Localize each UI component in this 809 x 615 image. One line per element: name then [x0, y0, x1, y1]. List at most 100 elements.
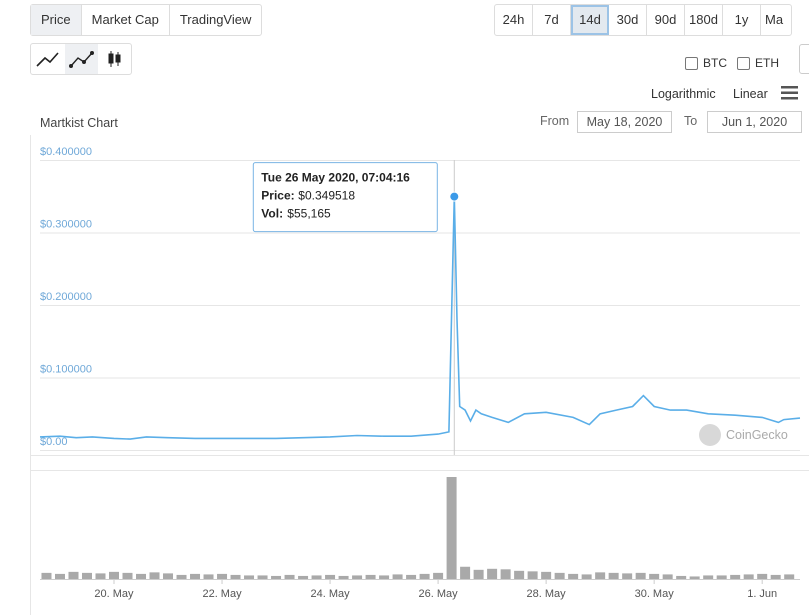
volume-bar — [68, 571, 79, 579]
volume-bar — [446, 477, 457, 579]
range-button[interactable]: 30d — [609, 5, 647, 35]
volume-bar — [568, 573, 579, 579]
icon-dot — [69, 64, 73, 68]
volume-bar — [257, 575, 268, 579]
x-tick-label: 24. May — [310, 588, 350, 600]
tooltip-box — [252, 162, 438, 233]
scale-option[interactable]: Logarithmic — [651, 87, 716, 101]
tooltip-value: $55,165 — [287, 207, 331, 221]
icon-dot — [90, 51, 94, 55]
scale-option[interactable]: Linear — [733, 87, 768, 101]
volume-bar — [352, 575, 363, 579]
checkbox-label: BTC — [703, 56, 727, 70]
x-tick-label: 20. May — [94, 588, 134, 600]
watermark: CoinGecko — [726, 428, 788, 442]
volume-bar — [109, 571, 120, 579]
icon-dot — [82, 60, 86, 64]
x-tick-label: 1. Jun — [747, 588, 777, 600]
line-marker-icon[interactable] — [70, 52, 93, 67]
x-tick-label: 28. May — [527, 588, 567, 600]
range-button[interactable]: 1y — [723, 5, 761, 35]
line-icon[interactable] — [36, 52, 59, 67]
volume-bar — [703, 575, 714, 579]
volume-bar — [217, 573, 228, 579]
tooltip-label: Vol: — [261, 207, 283, 221]
volume-bar — [541, 571, 552, 579]
range-button[interactable]: Ma — [765, 12, 784, 27]
volume-bar — [338, 575, 349, 579]
volume-bar — [203, 574, 214, 579]
volume-bar — [662, 574, 673, 579]
tooltip: Tue 26 May 2020, 07:04:16 Price: $0.349518… — [252, 162, 438, 233]
volume-bar — [41, 572, 52, 579]
y-tick-label: $0.200000 — [40, 291, 92, 303]
volume-bar — [581, 574, 592, 579]
compare-checkbox[interactable]: BTC — [685, 56, 727, 70]
volume-bar — [554, 572, 565, 579]
price-line — [39, 196, 801, 440]
volume-bar — [95, 573, 106, 579]
volume-bar — [311, 575, 322, 579]
range-button[interactable]: 180d — [685, 5, 723, 35]
volume-bar — [149, 572, 160, 579]
tab[interactable]: TradingView — [179, 12, 252, 27]
volume-bar — [190, 573, 201, 579]
y-tick-label: $0.00 — [40, 436, 68, 448]
volume-bar — [298, 575, 309, 579]
volume-bar — [473, 569, 484, 579]
checkbox-label: ETH — [755, 56, 779, 70]
side-button[interactable] — [799, 44, 809, 74]
volume-bar — [271, 575, 282, 579]
compare-checkbox[interactable]: ETH — [737, 56, 779, 70]
volume-bar — [163, 573, 174, 579]
volume-bar — [689, 576, 700, 579]
x-tick-label: 30. May — [635, 588, 675, 600]
volume-bar — [635, 572, 646, 579]
tab[interactable]: Price — [31, 5, 82, 35]
x-tick-label: 26. May — [419, 588, 459, 600]
y-tick-label: $0.400000 — [40, 146, 92, 158]
volume-bar — [406, 574, 417, 579]
volume-bar — [743, 574, 754, 579]
tooltip-value: $0.349518 — [298, 189, 355, 203]
volume-bar — [419, 573, 430, 579]
volume-bar — [730, 574, 741, 579]
volume-bar — [649, 573, 660, 579]
volume-bar — [460, 566, 471, 579]
volume-bar — [122, 572, 133, 579]
range-button[interactable]: 90d — [647, 5, 685, 35]
volume-bar — [595, 572, 606, 579]
volume-bar — [244, 575, 255, 579]
volume-bar — [770, 574, 781, 579]
from-input[interactable]: May 18, 2020 — [577, 111, 672, 133]
range-button[interactable]: 24h — [495, 5, 533, 35]
chart-type-toggle — [30, 43, 132, 75]
tooltip-date: Tue 26 May 2020, 07:04:16 — [261, 171, 410, 185]
range-button[interactable]: 7d — [533, 5, 571, 35]
range-button[interactable]: 14d — [571, 5, 609, 35]
volume-bar — [433, 572, 444, 579]
volume-bar — [527, 571, 538, 579]
volume-bar — [284, 574, 295, 579]
tab[interactable]: Market Cap — [82, 5, 170, 35]
range-bar: 24h 7d 14d 30d 90d 180d 1y Ma — [494, 4, 792, 36]
active-toggle[interactable] — [65, 44, 98, 74]
volume-bar — [784, 574, 795, 579]
to-input[interactable]: Jun 1, 2020 — [707, 111, 802, 133]
hover-point — [449, 191, 460, 202]
volume-bar — [608, 572, 619, 579]
menu-icon[interactable] — [781, 86, 799, 100]
volume-bar — [54, 573, 65, 579]
from-label: From — [540, 114, 570, 128]
x-tick-label: 22. May — [202, 588, 242, 600]
chart-title: Martkist Chart — [40, 116, 118, 130]
volume-bar — [392, 574, 403, 579]
y-tick-label: $0.100000 — [40, 364, 92, 376]
chart: $0.00 $0.100000 $0.200000 $0.300000 $0.40000… — [30, 135, 809, 615]
tab-bar: Price Market Cap TradingView — [30, 4, 263, 36]
volume-bar — [365, 574, 376, 579]
volume-bar — [379, 575, 390, 579]
volume-bar — [716, 575, 727, 579]
candle-icon[interactable] — [108, 51, 121, 67]
